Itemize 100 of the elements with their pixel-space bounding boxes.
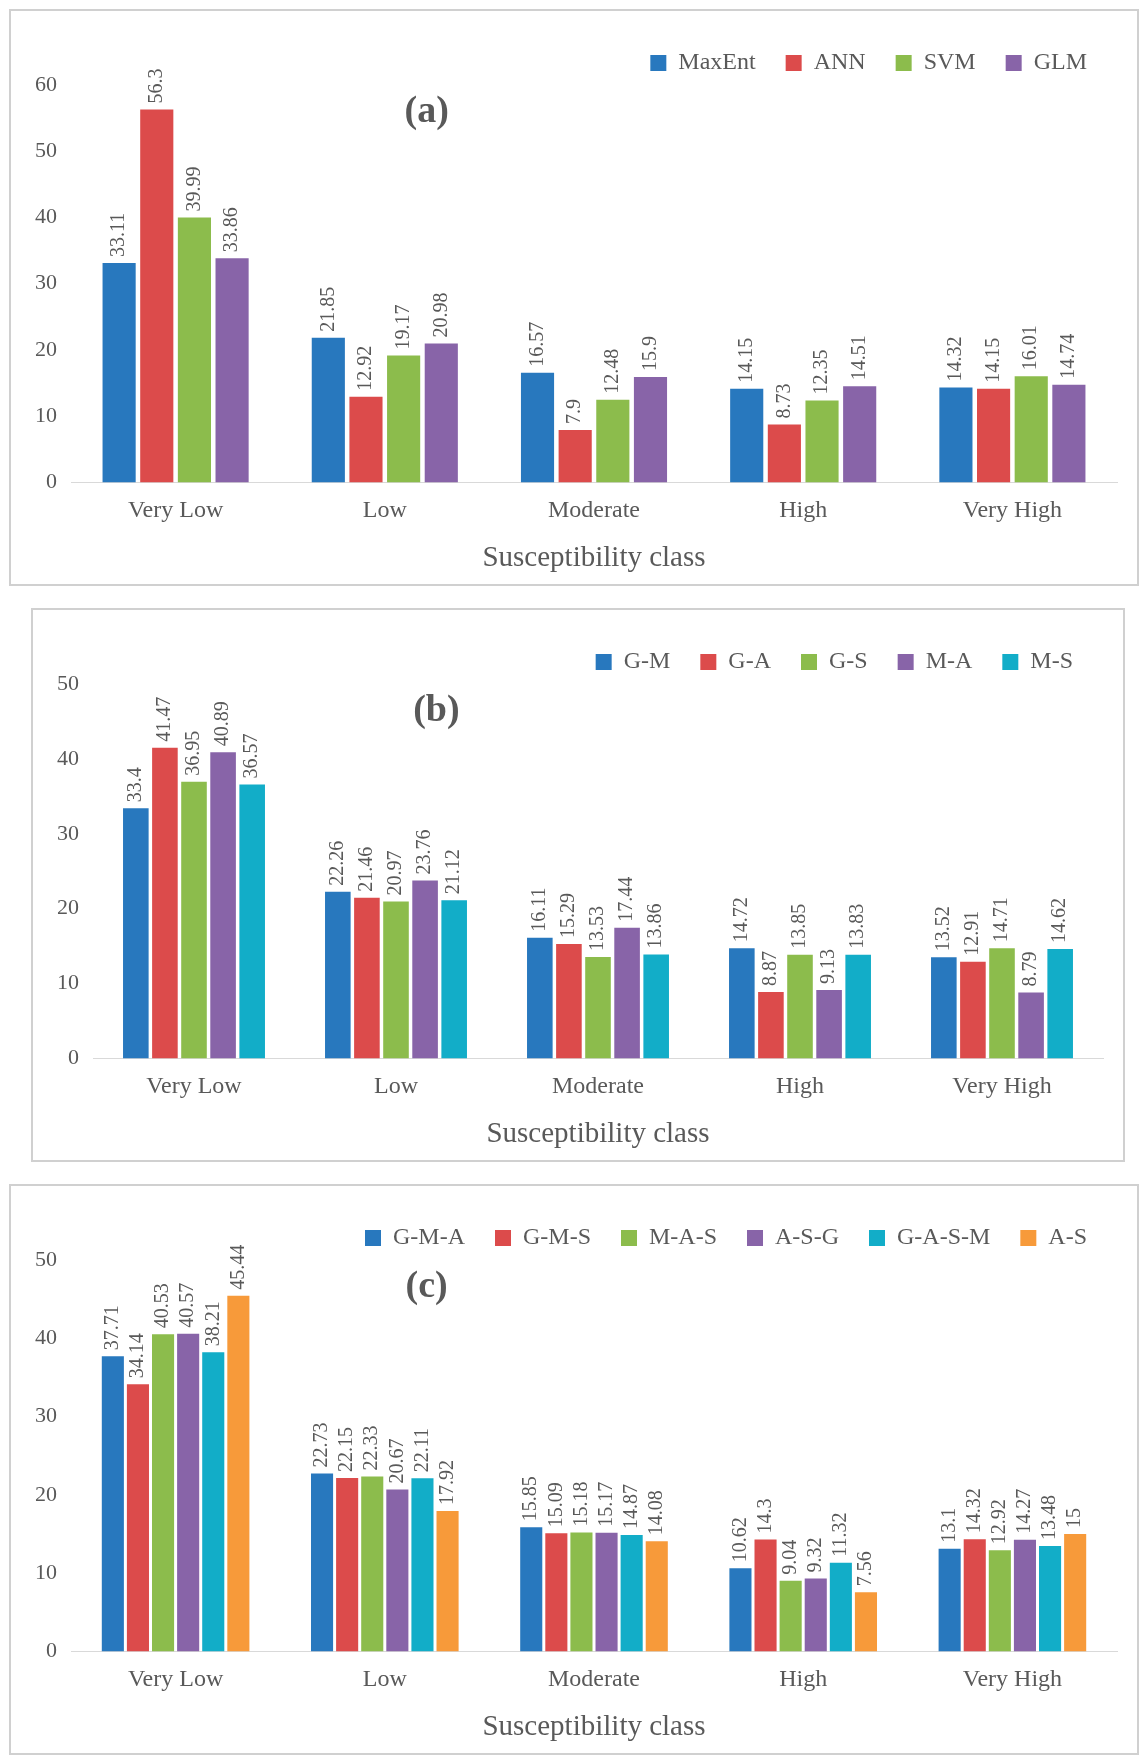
- bar: [383, 901, 409, 1059]
- data-label: 11.32: [828, 1512, 851, 1557]
- legend-label: ANN: [813, 48, 866, 75]
- bar: [804, 1578, 827, 1652]
- data-label: 9.32: [803, 1537, 825, 1573]
- y-tick-label: 50: [35, 137, 57, 163]
- bar: [354, 897, 380, 1059]
- bar: [202, 1352, 225, 1652]
- legend-label: G-M-A: [393, 1223, 466, 1250]
- bar: [527, 937, 553, 1059]
- data-label: 22.15: [334, 1427, 357, 1473]
- bar: [988, 1550, 1011, 1652]
- data-label: 20.97: [383, 850, 406, 896]
- bar: [754, 1539, 777, 1652]
- data-label: 14.3: [752, 1498, 775, 1534]
- data-label: 16.01: [1018, 325, 1041, 371]
- bar: [1018, 992, 1044, 1059]
- bar: [387, 355, 421, 483]
- bar: [520, 1527, 543, 1652]
- data-label: 20.98: [428, 292, 451, 338]
- data-label: 15.09: [543, 1482, 566, 1528]
- data-label: 13.53: [585, 906, 608, 952]
- data-label: 17.44: [614, 876, 637, 922]
- data-label: 13.1: [936, 1507, 959, 1543]
- data-label: 14.15: [733, 337, 756, 383]
- y-tick-label: 0: [46, 468, 57, 494]
- bar: [620, 1535, 643, 1652]
- bar: [977, 388, 1011, 483]
- data-label: 13.86: [643, 903, 666, 949]
- data-label: 22.26: [325, 840, 348, 886]
- y-tick-label: 20: [35, 335, 57, 361]
- data-label: 45.44: [225, 1244, 248, 1290]
- data-label: 37.71: [100, 1305, 123, 1351]
- x-tick-label: Moderate: [552, 1072, 644, 1099]
- bar: [1039, 1545, 1062, 1652]
- bar: [325, 891, 351, 1059]
- bar: [805, 400, 839, 483]
- data-label: 14.51: [846, 335, 869, 381]
- y-tick-label: 30: [35, 269, 57, 295]
- data-label: 56.3: [144, 68, 167, 104]
- legend-label: GLM: [1033, 48, 1088, 75]
- bar: [758, 991, 784, 1059]
- bar: [730, 388, 764, 483]
- data-label: 39.99: [181, 166, 204, 212]
- bar: [829, 1562, 852, 1652]
- data-label: 21.46: [354, 846, 377, 892]
- legend-label: M-S: [1030, 647, 1074, 674]
- y-tick-label: 50: [35, 1245, 57, 1271]
- bar: [570, 1532, 593, 1652]
- data-label: 22.73: [309, 1422, 332, 1468]
- legend-label: M-A-S: [649, 1223, 718, 1250]
- legend-label: SVM: [923, 48, 976, 75]
- bar: [126, 1384, 149, 1652]
- data-label: 14.32: [961, 1488, 984, 1534]
- data-label: 14.62: [1047, 897, 1070, 943]
- bar: [845, 954, 871, 1059]
- bar: [960, 961, 986, 1059]
- bar: [1014, 376, 1048, 483]
- data-label: 15.85: [518, 1476, 541, 1522]
- x-axis-title: Susceptibility class: [482, 1709, 706, 1742]
- x-tick-label: High: [779, 1665, 828, 1692]
- y-tick-label: 0: [46, 1637, 57, 1663]
- x-axis-title: Susceptibility class: [486, 1116, 710, 1149]
- bar: [1052, 384, 1086, 483]
- legend-label: A-S: [1048, 1223, 1087, 1250]
- bar: [123, 808, 149, 1059]
- y-tick-label: 10: [35, 401, 57, 427]
- bar: [181, 781, 207, 1059]
- legend-label: G-A-S-M: [897, 1223, 991, 1250]
- x-tick-label: Very High: [962, 1665, 1063, 1692]
- data-label: 9.13: [816, 949, 839, 985]
- bar: [239, 784, 265, 1059]
- data-label: 15.9: [637, 336, 660, 372]
- bar: [931, 957, 957, 1059]
- legend-label: A-S-G: [775, 1223, 839, 1250]
- bar: [1013, 1539, 1036, 1652]
- y-tick-label: 60: [35, 70, 57, 96]
- x-tick-label: High: [779, 496, 828, 523]
- bar: [595, 1532, 618, 1652]
- data-label: 16.57: [524, 321, 547, 367]
- x-tick-label: Low: [362, 496, 408, 523]
- bar: [545, 1533, 568, 1652]
- data-label: 12.92: [987, 1499, 1010, 1545]
- data-label: 34.14: [125, 1333, 148, 1379]
- data-label: 20.67: [384, 1438, 407, 1484]
- data-label: 9.04: [777, 1539, 800, 1575]
- data-label: 21.12: [441, 849, 464, 895]
- data-label: 15.17: [593, 1481, 616, 1527]
- bar: [311, 337, 345, 483]
- bar: [843, 386, 877, 483]
- data-label: 13.48: [1037, 1494, 1060, 1540]
- bar: [412, 880, 438, 1059]
- legend-label: G-M-S: [523, 1223, 592, 1250]
- bar: [436, 1511, 459, 1652]
- bar: [177, 1333, 200, 1652]
- data-label: 33.4: [123, 767, 146, 803]
- bar: [938, 1548, 961, 1652]
- bar: [102, 263, 136, 483]
- y-tick-label: 40: [35, 203, 57, 229]
- bar: [424, 343, 458, 483]
